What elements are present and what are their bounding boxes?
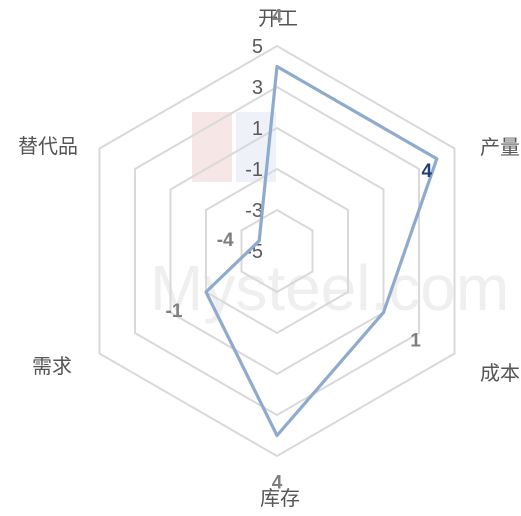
tick-label: 1 xyxy=(252,118,263,140)
grid-ring xyxy=(169,126,385,376)
category-label: 库存 xyxy=(260,486,300,510)
radar-grid xyxy=(98,44,456,458)
data-label: 4 xyxy=(422,161,433,182)
category-label: 成本 xyxy=(480,361,520,385)
tick-label: 5 xyxy=(252,36,263,58)
data-label: 4 xyxy=(272,7,283,28)
radar-series xyxy=(204,64,439,438)
data-label: -4 xyxy=(217,230,234,251)
tick-label: -3 xyxy=(245,200,263,222)
radar-data-labels: 4 4 1 4 -1 -4 xyxy=(166,7,433,494)
grid-ring xyxy=(98,44,456,458)
radar-tick-labels: 5 3 1 -1 -3 -5 xyxy=(245,36,263,263)
tick-label: -1 xyxy=(245,159,263,181)
grid-ring xyxy=(134,85,420,417)
series-line xyxy=(204,64,439,438)
grid-ring xyxy=(240,208,314,294)
category-label: 开工 xyxy=(258,6,298,30)
category-label: 需求 xyxy=(32,354,72,378)
tick-label: -5 xyxy=(245,241,263,263)
category-label: 替代品 xyxy=(18,134,78,158)
data-label: 1 xyxy=(410,331,421,352)
grid-ring xyxy=(205,167,349,335)
tick-label: 3 xyxy=(252,77,263,99)
data-label: -1 xyxy=(166,301,183,322)
data-label: 4 xyxy=(272,473,283,494)
category-label: 产量 xyxy=(480,135,520,159)
